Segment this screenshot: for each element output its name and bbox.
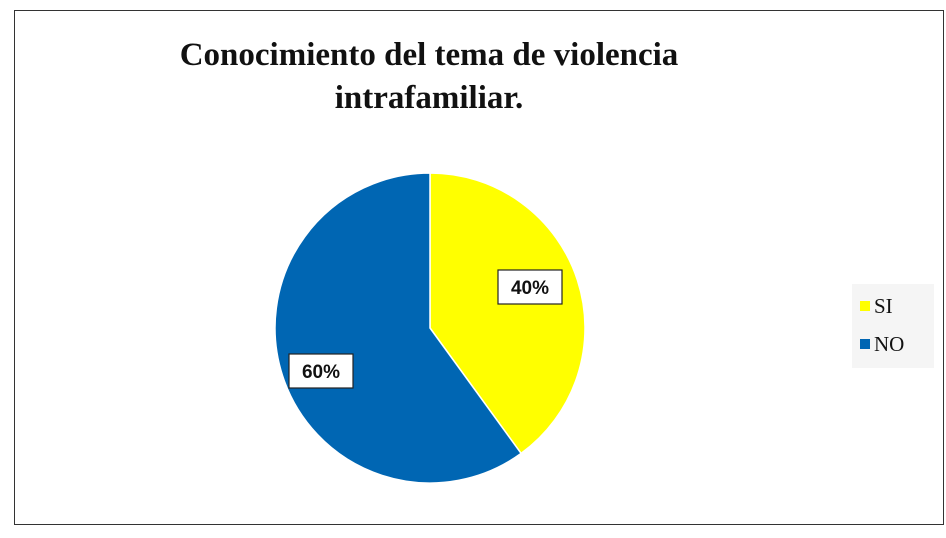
legend-swatch-no bbox=[860, 339, 870, 349]
chart-title-line-2: intrafamiliar. bbox=[334, 80, 524, 116]
legend-item-si: SI bbox=[860, 294, 893, 318]
data-label-si: 40% bbox=[497, 269, 563, 305]
data-label-text: 40% bbox=[511, 278, 549, 299]
chart-title-line-1: Conocimiento del tema de violencia bbox=[179, 37, 679, 73]
legend: SI NO bbox=[852, 284, 934, 368]
legend-label-no: NO bbox=[874, 331, 905, 356]
chart-title: Conocimiento del tema de violencia intra… bbox=[0, 34, 946, 120]
legend-item-no: NO bbox=[860, 332, 904, 356]
legend-swatch-si bbox=[860, 301, 870, 311]
legend-label-si: SI bbox=[874, 293, 893, 318]
pie-slice-si bbox=[429, 172, 586, 455]
data-label-box bbox=[497, 269, 563, 305]
data-label-text: 60% bbox=[302, 362, 340, 383]
data-label-no: 60% bbox=[288, 353, 354, 389]
pie-slice-no bbox=[274, 172, 523, 484]
data-label-box bbox=[288, 353, 354, 389]
